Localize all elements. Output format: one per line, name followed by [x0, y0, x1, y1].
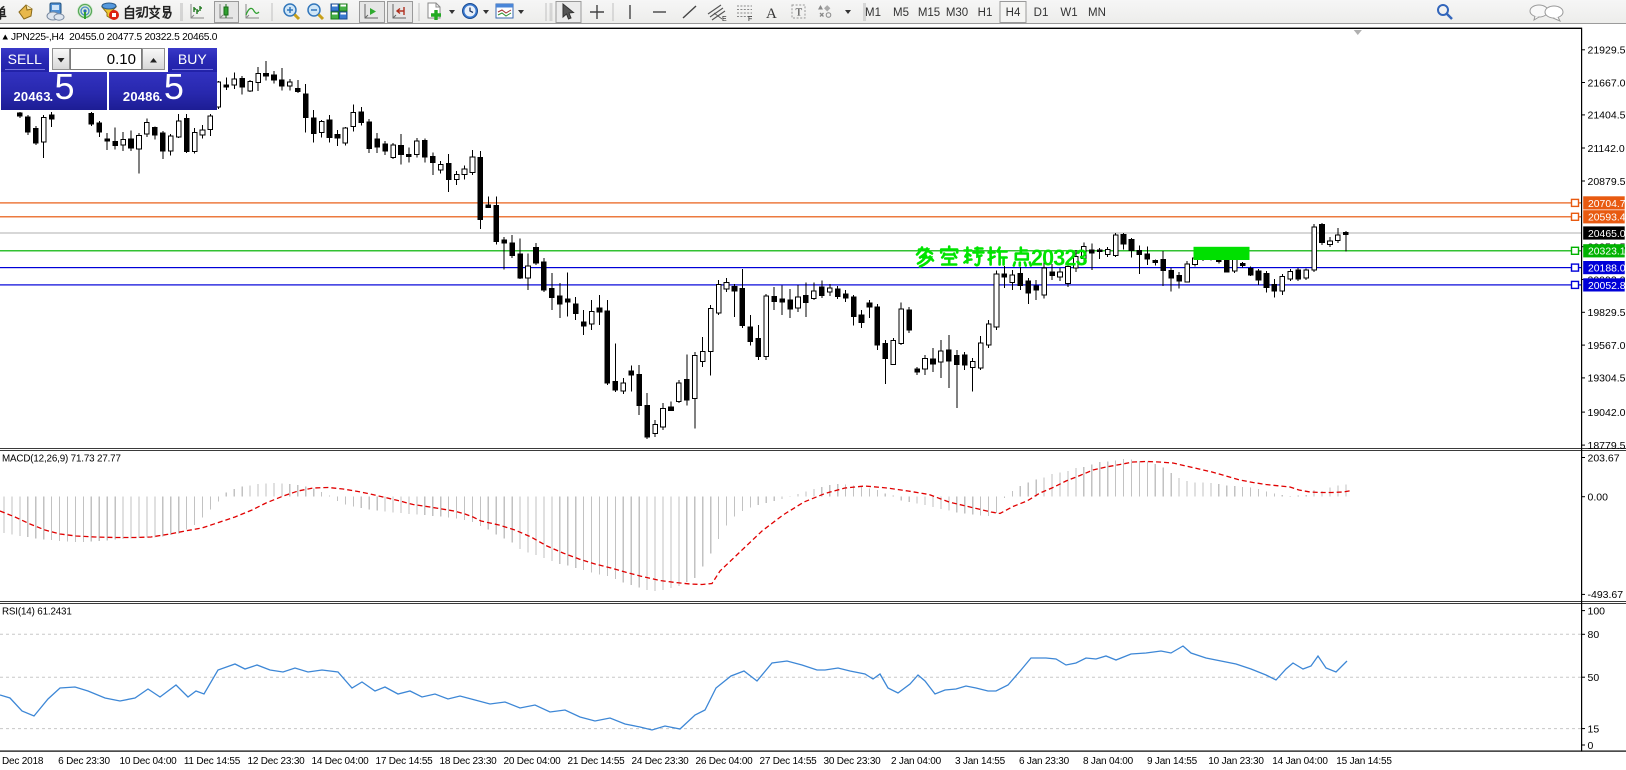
svg-text:0.00: 0.00 [1588, 492, 1609, 504]
svg-text:D1: D1 [1034, 7, 1049, 19]
svg-text:18779.5: 18779.5 [1588, 440, 1626, 452]
svg-text:JPN225-,H4 20455.0 20477.5 20: JPN225-,H4 20455.0 20477.5 20322.5 20465… [11, 32, 218, 43]
svg-text:15 Jan 14:55: 15 Jan 14:55 [1336, 756, 1392, 767]
svg-text:20879.5: 20879.5 [1588, 176, 1626, 188]
svg-text:19829.5: 19829.5 [1588, 307, 1626, 319]
svg-text:100: 100 [1588, 605, 1606, 617]
svg-text:H1: H1 [978, 7, 993, 19]
svg-text:T: T [796, 7, 803, 19]
svg-text:F: F [748, 16, 752, 23]
svg-text:MN: MN [1088, 7, 1106, 19]
svg-text:21 Dec 14:55: 21 Dec 14:55 [567, 756, 625, 767]
svg-text:14 Jan 04:00: 14 Jan 04:00 [1272, 756, 1328, 767]
svg-text:M1: M1 [865, 7, 881, 19]
svg-text:10 Jan 23:30: 10 Jan 23:30 [1208, 756, 1264, 767]
svg-text:20323.1: 20323.1 [1588, 247, 1626, 258]
svg-text:17 Dec 14:55: 17 Dec 14:55 [375, 756, 433, 767]
svg-text:20704.7: 20704.7 [1588, 199, 1626, 210]
svg-text:27 Dec 14:55: 27 Dec 14:55 [759, 756, 817, 767]
svg-text:H4: H4 [1006, 7, 1021, 19]
svg-text:203.67: 203.67 [1588, 452, 1620, 464]
svg-text:2 Jan 04:00: 2 Jan 04:00 [891, 756, 942, 767]
svg-text:A: A [766, 6, 777, 22]
svg-text:20593.4: 20593.4 [1588, 213, 1626, 224]
svg-text:30 Dec 23:30: 30 Dec 23:30 [823, 756, 881, 767]
svg-text:21667.0: 21667.0 [1588, 77, 1626, 89]
svg-text:20 Dec 04:00: 20 Dec 04:00 [503, 756, 561, 767]
svg-text:19042.0: 19042.0 [1588, 407, 1626, 419]
svg-text:20188.0: 20188.0 [1588, 264, 1626, 275]
svg-text:15: 15 [1588, 723, 1600, 735]
svg-text:E: E [722, 16, 727, 23]
svg-text:18 Dec 23:30: 18 Dec 23:30 [439, 756, 497, 767]
svg-text:M5: M5 [893, 7, 909, 19]
svg-text:0: 0 [1588, 740, 1594, 752]
svg-text:3 Jan 14:55: 3 Jan 14:55 [955, 756, 1006, 767]
svg-text:M15: M15 [918, 7, 940, 19]
svg-text:20323: 20323 [1031, 245, 1087, 271]
svg-text:50: 50 [1588, 672, 1600, 684]
svg-text:21929.5: 21929.5 [1588, 45, 1626, 57]
svg-text:9 Jan 14:55: 9 Jan 14:55 [1147, 756, 1198, 767]
svg-text:14 Dec 04:00: 14 Dec 04:00 [311, 756, 369, 767]
svg-text:MACD(12,26,9) 71.73 27.77: MACD(12,26,9) 71.73 27.77 [2, 454, 121, 465]
svg-text:11 Dec 14:55: 11 Dec 14:55 [184, 756, 241, 767]
svg-text:-493.67: -493.67 [1588, 589, 1624, 601]
svg-text:24 Dec 23:30: 24 Dec 23:30 [631, 756, 689, 767]
svg-text:8 Jan 04:00: 8 Jan 04:00 [1083, 756, 1134, 767]
svg-text:10 Dec 04:00: 10 Dec 04:00 [119, 756, 177, 767]
svg-text:80: 80 [1588, 629, 1600, 641]
svg-text:21404.5: 21404.5 [1588, 110, 1626, 122]
svg-text:6 Jan 23:30: 6 Jan 23:30 [1019, 756, 1070, 767]
svg-text:20052.8: 20052.8 [1588, 281, 1626, 292]
svg-text:19567.0: 19567.0 [1588, 340, 1626, 352]
svg-text:12 Dec 23:30: 12 Dec 23:30 [247, 756, 305, 767]
svg-text:RSI(14) 61.2431: RSI(14) 61.2431 [2, 607, 72, 618]
svg-text:20465.0: 20465.0 [1588, 229, 1626, 240]
svg-text:M30: M30 [946, 7, 968, 19]
svg-text:W1: W1 [1060, 7, 1077, 19]
svg-text:19304.5: 19304.5 [1588, 373, 1626, 385]
svg-text:26 Dec 04:00: 26 Dec 04:00 [695, 756, 753, 767]
svg-text:Dec 2018: Dec 2018 [2, 756, 44, 767]
svg-text:6 Dec 23:30: 6 Dec 23:30 [58, 756, 110, 767]
svg-text:21142.0: 21142.0 [1588, 143, 1625, 155]
